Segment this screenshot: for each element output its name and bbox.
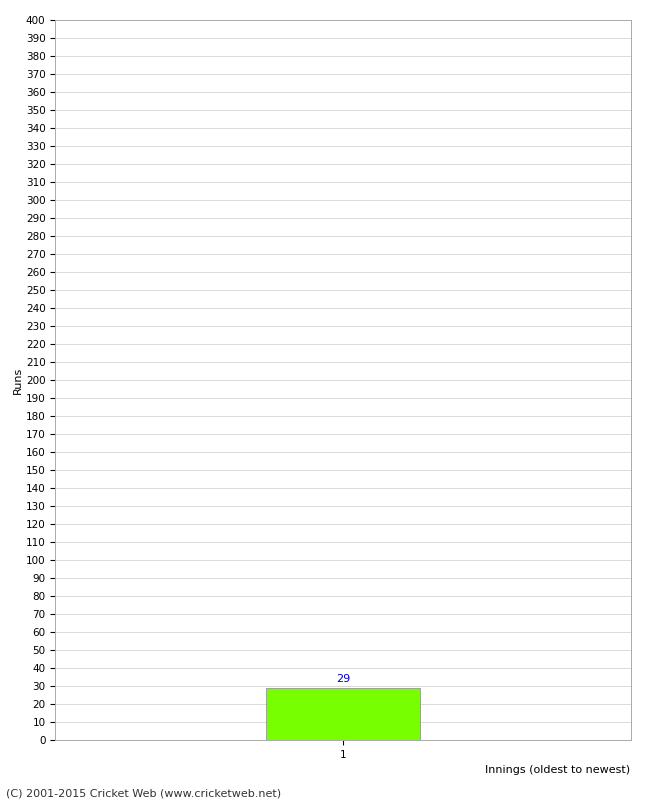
Text: (C) 2001-2015 Cricket Web (www.cricketweb.net): (C) 2001-2015 Cricket Web (www.cricketwe… [6, 788, 281, 798]
Y-axis label: Runs: Runs [13, 366, 23, 394]
X-axis label: Innings (oldest to newest): Innings (oldest to newest) [486, 766, 630, 775]
Text: 29: 29 [336, 674, 350, 684]
Bar [266, 688, 420, 740]
